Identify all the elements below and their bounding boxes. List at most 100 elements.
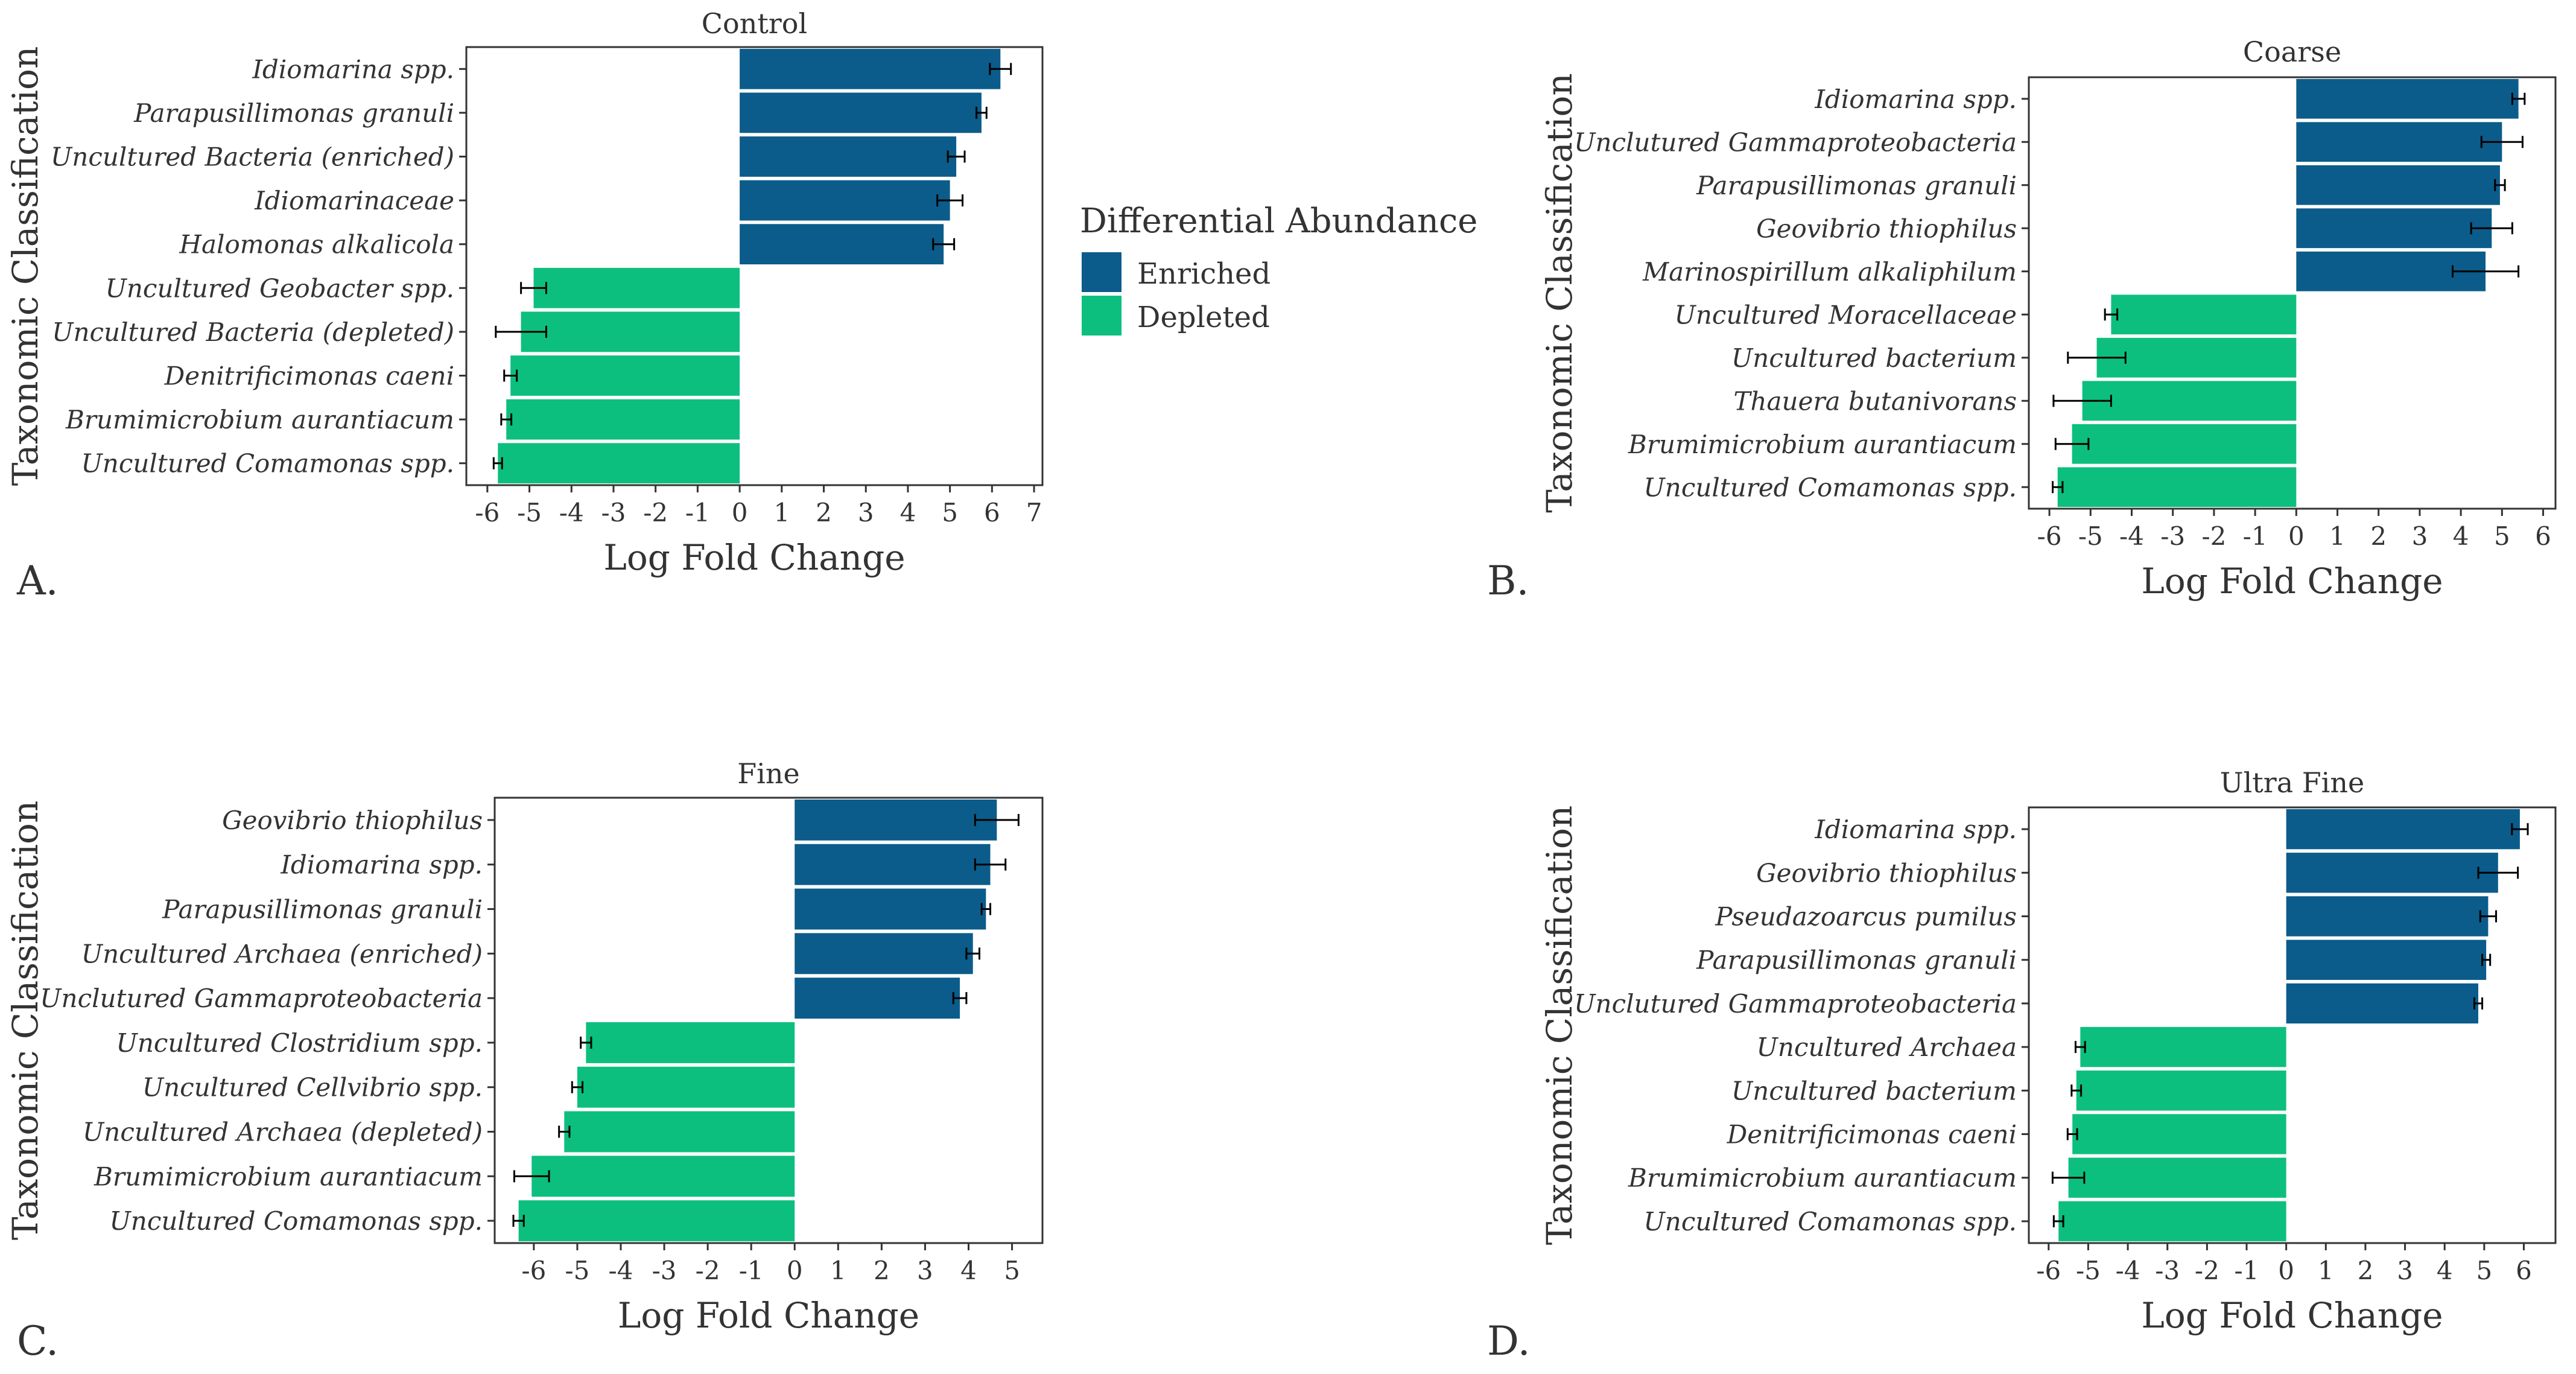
bar-uncultured-bacterium (2076, 1070, 2286, 1111)
bar-idiomarina-spp- (740, 48, 1001, 89)
panel-letter: C. (17, 1318, 59, 1364)
y-axis-label: Taxonomic Classification (1539, 806, 1580, 1245)
category-label: Uncultured Archaea (depleted) (83, 1118, 483, 1147)
category-label: Uncultured bacterium (1731, 343, 2017, 373)
bar-parapusillimonas-granuli (740, 92, 982, 133)
x-tick-label: 5 (2494, 521, 2510, 551)
bar-uncultured-clostridium-spp- (586, 1022, 795, 1063)
x-tick-label: -6 (521, 1256, 546, 1285)
category-label: Thauera butanivorans (1733, 386, 2017, 416)
x-tick-label: 3 (2397, 1256, 2413, 1285)
category-label: Unclutured Gammaproteobacteria (1574, 989, 2017, 1019)
x-tick-label: 6 (2535, 521, 2551, 551)
bar-uncultured-archaea (2080, 1026, 2286, 1067)
category-label: Parapusillimonas granuli (162, 895, 483, 924)
x-tick-label: 5 (1004, 1256, 1020, 1285)
x-tick-label: 6 (984, 498, 1000, 527)
x-tick-label: 3 (2412, 521, 2428, 551)
category-label: Parapusillimonas granuli (133, 98, 454, 128)
x-tick-label: -1 (739, 1256, 764, 1285)
x-tick-label: 5 (2476, 1256, 2492, 1285)
category-label: Parapusillimonas granuli (1696, 946, 2017, 975)
x-tick-label: 5 (942, 498, 958, 527)
category-label: Brumimicrobium aurantiacum (94, 1162, 483, 1191)
x-tick-label: -2 (2195, 1256, 2219, 1285)
x-tick-label: -1 (685, 498, 710, 527)
x-tick-label: 2 (2370, 521, 2387, 551)
panel-2: Idiomarina spp. Unclutured Gammaproteobac… (1487, 36, 2557, 604)
category-label: Geovibrio thiophilus (222, 806, 483, 835)
panel-letter: D. (1487, 1318, 1531, 1364)
category-label: Uncultured Archaea (enriched) (81, 939, 483, 968)
bar-uncultured-comamonas-spp- (518, 1200, 795, 1242)
bar-halomonas-alkalicola (740, 224, 944, 265)
chart-panels: Idiomarina spp. Parapusillimonas granuli U… (5, 7, 2557, 1364)
category-label: Pseudazoarcus pumilus (1715, 902, 2017, 932)
bar-denitrificimonas-caeni (510, 355, 740, 396)
category-label: Unclutured Gammaproteobacteria (1574, 127, 2017, 157)
category-label: Uncultured Moracellaceae (1674, 300, 2017, 329)
bar-uncultured-archaea-enriched- (795, 933, 973, 975)
category-label: Denitrificimonas caeni (1727, 1120, 2017, 1150)
x-tick-label: -3 (652, 1256, 677, 1285)
y-axis-label: Taxonomic Classification (5, 46, 46, 486)
category-label: Idiomarinaceae (254, 186, 454, 215)
panel-title: Control (702, 7, 807, 40)
category-label: Uncultured Comamonas spp. (81, 449, 454, 479)
bar-geovibrio-thiophilus (2286, 853, 2498, 893)
legend-swatch-enriched (1082, 252, 1121, 292)
bar-uncultured-comamonas-spp- (498, 443, 740, 484)
legend: Differential Abundance Enriched Depleted (1080, 202, 1477, 336)
x-tick-label: -3 (601, 498, 626, 527)
x-tick-label: -2 (2201, 521, 2226, 551)
bar-geovibrio-thiophilus (795, 799, 997, 841)
category-label: Uncultured Geobacter spp. (105, 273, 454, 303)
x-tick-label: -4 (2119, 521, 2144, 551)
x-axis-label: Log Fold Change (603, 537, 905, 578)
category-label: Idiomarina spp. (1814, 84, 2017, 114)
category-label: Idiomarina spp. (280, 850, 483, 880)
category-label: Uncultured bacterium (1731, 1076, 2017, 1105)
x-tick-label: -3 (2155, 1256, 2180, 1285)
bar-unclutured-gammaproteobacteria (2286, 983, 2479, 1024)
panel-4: Idiomarina spp. Geovibrio thiophilus Pseud… (1487, 766, 2557, 1364)
x-tick-label: -4 (609, 1256, 633, 1285)
x-tick-label: -5 (2076, 1256, 2101, 1285)
x-tick-label: 2 (816, 498, 832, 527)
x-tick-label: -4 (2116, 1256, 2140, 1285)
x-tick-label: 3 (858, 498, 874, 527)
category-label: Uncultured Clostridium spp. (116, 1028, 483, 1058)
bar-brumimicrobium-aurantiacum (2068, 1157, 2286, 1198)
category-label: Idiomarina spp. (252, 54, 454, 84)
bar-geovibrio-thiophilus (2296, 208, 2492, 249)
category-label: Geovibrio thiophilus (1756, 214, 2017, 243)
category-label: Marinospirillum alkaliphilum (1642, 257, 2017, 287)
bar-parapusillimonas-granuli (795, 888, 986, 930)
x-tick-label: -3 (2160, 521, 2185, 551)
x-tick-label: 0 (732, 498, 748, 527)
bar-idiomarina-spp- (2296, 78, 2519, 119)
x-tick-label: 4 (960, 1256, 977, 1285)
category-label: Brumimicrobium aurantiacum (65, 405, 454, 434)
bar-uncultured-geobacter-spp- (533, 267, 740, 308)
bar-unclutured-gammaproteobacteria (2296, 122, 2502, 162)
legend-label-depleted: Depleted (1137, 301, 1270, 334)
x-tick-label: -1 (2243, 521, 2268, 551)
x-tick-label: -2 (696, 1256, 720, 1285)
x-tick-label: 2 (874, 1256, 890, 1285)
bar-idiomarina-spp- (2286, 809, 2520, 850)
x-tick-label: 3 (917, 1256, 933, 1285)
category-label: Brumimicrobium aurantiacum (1628, 430, 2017, 459)
category-label: Brumimicrobium aurantiacum (1628, 1163, 2017, 1193)
panel-title: Fine (737, 757, 799, 790)
x-tick-label: 2 (2358, 1256, 2374, 1285)
x-tick-label: 7 (1026, 498, 1042, 527)
category-label: Halomonas alkalicola (179, 230, 454, 259)
x-tick-label: 4 (900, 498, 916, 527)
bar-idiomarinaceae (740, 180, 950, 221)
y-axis-label: Taxonomic Classification (1539, 73, 1580, 513)
x-axis-label: Log Fold Change (618, 1295, 919, 1336)
bar-denitrificimonas-caeni (2072, 1114, 2286, 1154)
legend-swatch-depleted (1082, 296, 1121, 336)
category-label: Uncultured Cellvibrio spp. (142, 1073, 483, 1102)
